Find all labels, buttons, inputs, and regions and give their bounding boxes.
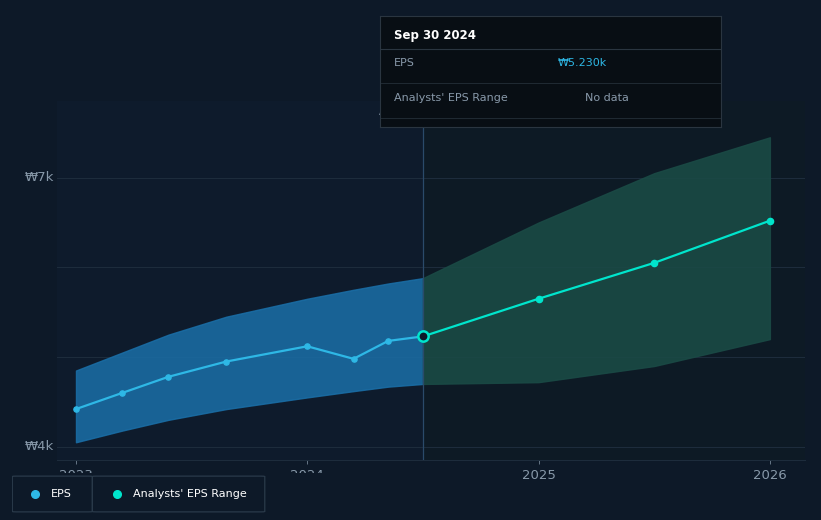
Text: ₩4k: ₩4k (25, 440, 53, 453)
Text: Sep 30 2024: Sep 30 2024 (394, 29, 475, 42)
Text: Actual: Actual (378, 105, 415, 118)
Point (416, 332, 429, 341)
Point (416, 332, 429, 341)
Text: Analysts Forecasts: Analysts Forecasts (430, 105, 540, 118)
Point (347, 355, 360, 363)
Point (764, 216, 777, 225)
Point (116, 389, 129, 397)
Point (532, 294, 545, 303)
Text: Analysts' EPS Range: Analysts' EPS Range (394, 93, 507, 103)
Text: EPS: EPS (52, 489, 72, 499)
Text: ₩7k: ₩7k (25, 171, 53, 184)
Bar (423, 101, 805, 460)
Point (220, 357, 233, 366)
Point (300, 342, 314, 350)
FancyBboxPatch shape (92, 476, 264, 512)
Point (648, 259, 661, 267)
Point (70, 405, 83, 413)
Text: EPS: EPS (394, 58, 415, 68)
FancyBboxPatch shape (12, 476, 92, 512)
Text: No data: No data (585, 93, 628, 103)
Point (382, 337, 395, 345)
Text: ₩5.230k: ₩5.230k (557, 58, 607, 68)
Bar (57, 101, 423, 460)
Point (162, 373, 175, 381)
Text: Analysts' EPS Range: Analysts' EPS Range (133, 489, 247, 499)
